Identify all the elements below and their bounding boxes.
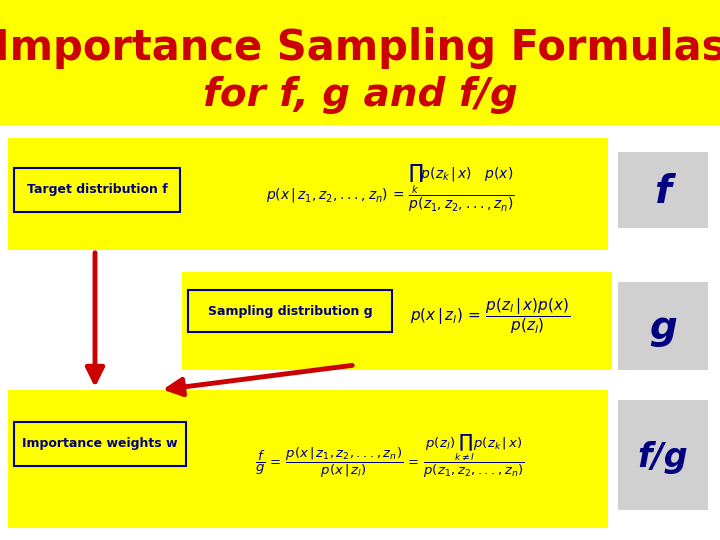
Text: f/g: f/g — [638, 441, 688, 474]
Bar — [0, 125, 720, 540]
Text: for f, g and f/g: for f, g and f/g — [202, 76, 518, 114]
FancyBboxPatch shape — [14, 168, 180, 212]
Text: $p(x\,|\,z_l)\,=\,\dfrac{p(z_l\,|\,x)p(x)}{p(z_l)}$: $p(x\,|\,z_l)\,=\,\dfrac{p(z_l\,|\,x)p(x… — [410, 296, 570, 336]
Text: $p(x\,|\,z_1,z_2,...,z_n)\,=\,\dfrac{\prod_k p(z_k\,|\,x)\quad p(x)}{p(z_1,z_2,.: $p(x\,|\,z_1,z_2,...,z_n)\,=\,\dfrac{\pr… — [266, 162, 514, 214]
Bar — [182, 272, 612, 370]
Text: Target distribution f: Target distribution f — [27, 184, 167, 197]
Text: f: f — [654, 173, 672, 211]
Text: Sampling distribution g: Sampling distribution g — [207, 305, 372, 318]
FancyBboxPatch shape — [188, 290, 392, 332]
Bar — [8, 138, 608, 250]
Bar — [618, 282, 708, 370]
FancyBboxPatch shape — [14, 422, 186, 466]
Text: Importance weights w: Importance weights w — [22, 437, 178, 450]
Text: g: g — [649, 309, 677, 347]
Bar — [8, 390, 608, 528]
Text: $\dfrac{f}{g}\,=\,\dfrac{p(x\,|\,z_1,z_2,...,z_n)}{p(x\,|\,z_l)}\,=\,\dfrac{p(z_: $\dfrac{f}{g}\,=\,\dfrac{p(x\,|\,z_1,z_2… — [255, 432, 525, 480]
Bar — [618, 400, 708, 510]
Text: Importance Sampling Formulas: Importance Sampling Formulas — [0, 27, 720, 69]
Bar — [618, 152, 708, 228]
